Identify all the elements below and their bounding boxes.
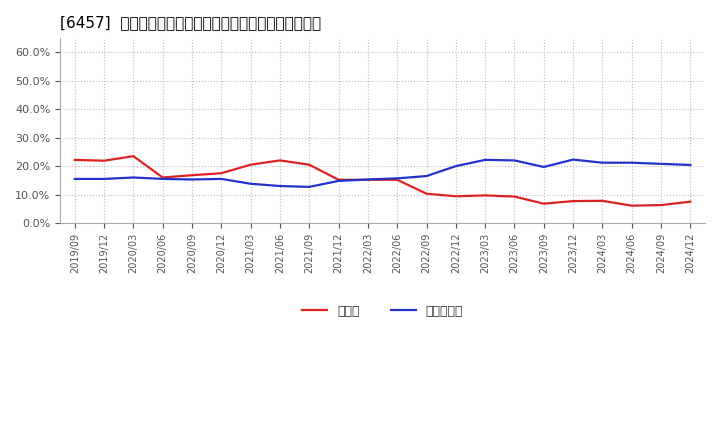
現頲金 <box>510 194 519 199</box>
現頲金 <box>422 191 431 196</box>
Line: 有利子負債: 有利子負債 <box>75 160 690 187</box>
有利子負債 <box>569 157 577 162</box>
有利子負債 <box>246 181 255 187</box>
有利子負債 <box>217 176 225 182</box>
有利子負債 <box>364 177 372 182</box>
現頲金 <box>276 158 284 163</box>
有利子負債 <box>129 175 138 180</box>
有利子負債 <box>393 176 402 181</box>
有利子負債 <box>422 173 431 179</box>
有利子負債 <box>539 164 548 169</box>
有利子負債 <box>686 162 695 168</box>
現頲金 <box>71 157 79 162</box>
現頲金 <box>451 194 460 199</box>
有利子負債 <box>305 184 314 190</box>
現頲金 <box>334 177 343 183</box>
有利子負債 <box>481 157 490 162</box>
現頲金 <box>129 154 138 159</box>
Line: 現頲金: 現頲金 <box>75 156 690 205</box>
現頲金 <box>627 203 636 208</box>
有利子負債 <box>71 176 79 182</box>
現頲金 <box>539 201 548 206</box>
有利子負債 <box>100 176 109 182</box>
現頲金 <box>657 202 665 208</box>
現頲金 <box>217 171 225 176</box>
現頲金 <box>100 158 109 163</box>
Text: [6457]  現頲金、有利子負債の総資産に対する比率の推移: [6457] 現頲金、有利子負債の総資産に対する比率の推移 <box>60 15 321 30</box>
有利子負債 <box>598 160 607 165</box>
有利子負債 <box>510 158 519 163</box>
現頲金 <box>686 199 695 204</box>
有利子負債 <box>627 160 636 165</box>
現頲金 <box>158 175 167 180</box>
有利子負債 <box>276 183 284 189</box>
現頲金 <box>598 198 607 203</box>
現頲金 <box>393 177 402 183</box>
有利子負債 <box>451 164 460 169</box>
現頲金 <box>305 162 314 167</box>
現頲金 <box>364 177 372 183</box>
現頲金 <box>246 162 255 167</box>
有利子負債 <box>188 177 197 182</box>
有利子負債 <box>334 178 343 183</box>
現頲金 <box>188 172 197 178</box>
有利子負債 <box>657 161 665 166</box>
現頲金 <box>569 198 577 204</box>
Legend: 現頲金, 有利子負債: 現頲金, 有利子負債 <box>297 300 468 323</box>
有利子負債 <box>158 176 167 182</box>
現頲金 <box>481 193 490 198</box>
